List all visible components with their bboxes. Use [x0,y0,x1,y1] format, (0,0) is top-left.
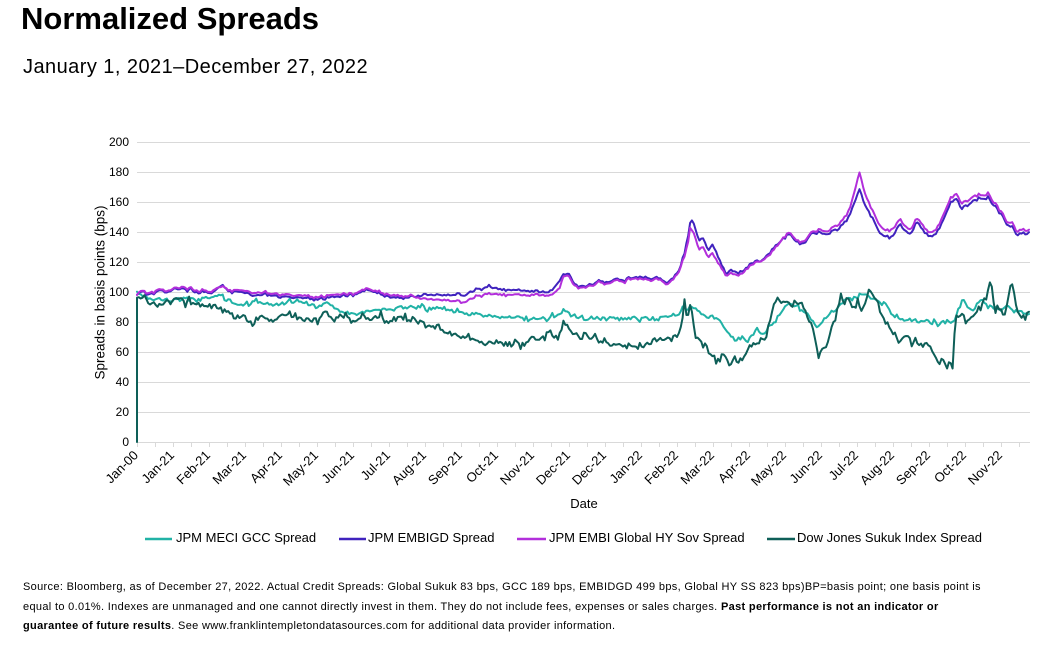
svg-text:JPM EMBI Global HY Sov Spread: JPM EMBI Global HY Sov Spread [549,530,745,545]
svg-text:Sep-21: Sep-21 [425,448,465,488]
svg-text:Mar-22: Mar-22 [677,448,717,488]
svg-text:Feb-22: Feb-22 [641,448,681,488]
svg-text:Dec-21: Dec-21 [569,448,609,488]
svg-text:Jan-00: Jan-00 [102,448,141,487]
svg-text:Aug-22: Aug-22 [857,448,897,488]
svg-text:40: 40 [116,375,130,389]
svg-text:JPM MECI GCC Spread: JPM MECI GCC Spread [176,530,316,545]
svg-text:180: 180 [109,165,129,179]
svg-text:Apr-21: Apr-21 [247,448,285,486]
svg-text:Apr-22: Apr-22 [715,448,753,486]
svg-text:Jun-21: Jun-21 [318,448,357,487]
svg-text:Jun-22: Jun-22 [786,448,825,487]
svg-text:Dow Jones Sukuk Index Spread: Dow Jones Sukuk Index Spread [797,530,982,545]
svg-text:Nov-22: Nov-22 [965,448,1005,488]
svg-text:Nov-21: Nov-21 [497,448,537,488]
svg-text:Feb-21: Feb-21 [173,448,213,488]
svg-text:100: 100 [109,285,129,299]
svg-text:Date: Date [570,496,597,511]
svg-text:Dec-21: Dec-21 [533,448,573,488]
svg-text:May-22: May-22 [748,448,789,489]
svg-text:May-21: May-21 [280,448,321,489]
svg-text:200: 200 [109,135,129,149]
svg-text:0: 0 [122,435,129,449]
svg-text:Aug-21: Aug-21 [389,448,429,488]
svg-text:60: 60 [116,345,130,359]
svg-text:80: 80 [116,315,130,329]
svg-text:Oct-22: Oct-22 [931,448,969,486]
svg-text:Jan-22: Jan-22 [606,448,645,487]
svg-text:Spreads in basis points (bps): Spreads in basis points (bps) [93,205,108,379]
svg-text:Oct-21: Oct-21 [463,448,501,486]
svg-text:Jul-21: Jul-21 [357,448,393,484]
svg-text:Mar-21: Mar-21 [209,448,249,488]
svg-text:120: 120 [109,255,129,269]
svg-text:Jan-21: Jan-21 [138,448,177,487]
svg-text:140: 140 [109,225,129,239]
svg-text:20: 20 [116,405,130,419]
svg-text:Sep-22: Sep-22 [893,448,933,488]
svg-text:Jul-22: Jul-22 [825,448,861,484]
svg-text:JPM EMBIGD Spread: JPM EMBIGD Spread [368,530,494,545]
svg-text:160: 160 [109,195,129,209]
